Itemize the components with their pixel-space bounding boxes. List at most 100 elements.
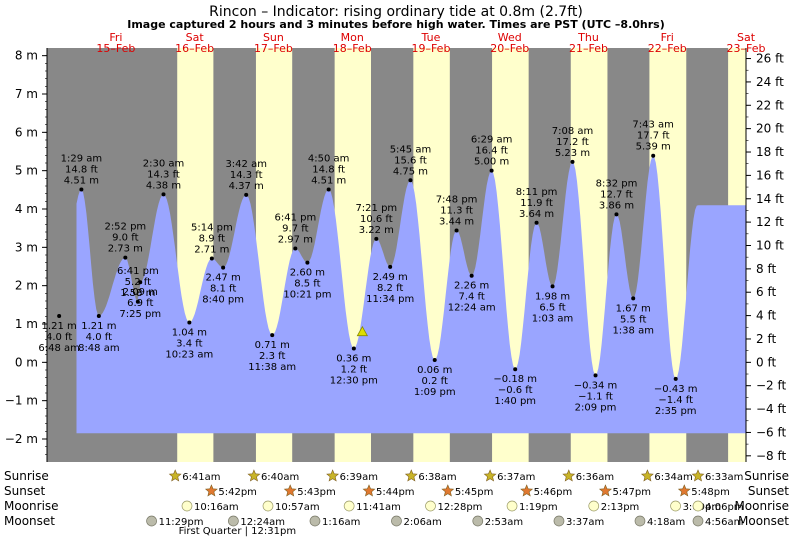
tide-label: 1.67 m: [616, 303, 651, 314]
tide-label: 1:40 pm: [494, 396, 536, 407]
day-date: 23–Feb: [727, 42, 766, 55]
sunrise-icon: [326, 469, 340, 482]
tide-label: 4.75 m: [393, 166, 428, 177]
tide-label: 8:48 am: [78, 343, 120, 354]
tide-point: [673, 376, 678, 381]
tide-label: 8:40 pm: [202, 295, 244, 306]
tide-curve: [76, 156, 746, 434]
tide-label: 6.9 ft: [127, 298, 153, 309]
tide-label: 7:25 pm: [119, 309, 161, 320]
tide-label: 1:03 am: [532, 313, 574, 324]
astro-row-label-right: Sunrise: [744, 469, 789, 483]
astro-event-time: 6:33am: [705, 472, 743, 483]
astro-event-time: 5:42pm: [218, 487, 257, 498]
moonrise-icon: [262, 500, 274, 512]
sunrise-icon: [168, 469, 182, 482]
day-labels: Fri15–FebSat16–FebSun17–FebMon18–FebTue1…: [96, 31, 765, 55]
astro-event-time: 4:18am: [647, 517, 685, 528]
day-name: Sat: [737, 31, 756, 44]
sunrise-icon: [640, 469, 654, 482]
day-name: Fri: [661, 31, 674, 44]
astro-event-time: 10:57am: [275, 502, 320, 513]
astro-event-time: 6:39am: [340, 472, 378, 483]
right-axis-tick-label: 20 ft: [756, 122, 784, 136]
astro-row-label-left: Moonrise: [4, 499, 59, 513]
tide-label: 5.2 ft: [125, 277, 151, 288]
tide-label: 3.86 m: [599, 200, 634, 211]
right-axis-tick-label: 12 ft: [756, 215, 784, 229]
axes: 8 m 7 m 6 m 5 m 4 m 3 m 2 m 1 m 0 m −1 m −2 m 26 ft…: [5, 48, 787, 463]
tide-label: 6:48 am: [38, 343, 80, 354]
tide-point: [244, 192, 249, 197]
tide-label: 0.2 ft: [422, 376, 448, 387]
day-name: Sun: [263, 31, 284, 44]
right-axis-tick-label: 16 ft: [756, 168, 784, 182]
tide-label: 17.2 ft: [556, 137, 589, 148]
tide-label: 6:41 pm: [274, 212, 316, 223]
sunrise-icon: [483, 469, 497, 482]
tide-label: 11.3 ft: [440, 205, 473, 216]
moonset-icon: [692, 515, 704, 527]
tide-label: 9.0 ft: [112, 233, 138, 244]
day-date: 21–Feb: [569, 42, 608, 55]
right-axis-tick-label: 4 ft: [756, 309, 776, 323]
header: Rincon – Indicator: rising ordinary tide…: [127, 4, 664, 31]
tide-point: [209, 256, 214, 261]
sunrise-icon: [247, 469, 261, 482]
sunrise-icon: [562, 469, 576, 482]
tide-label: 14.3 ft: [147, 169, 180, 180]
tide-point: [135, 299, 140, 304]
right-axis-tick-label: 10 ft: [756, 238, 784, 252]
tide-point: [651, 153, 656, 158]
tide-point: [123, 255, 128, 260]
tide-label: 0.36 m: [336, 354, 371, 365]
astro-event-time: 10:16am: [194, 502, 239, 513]
sunset-icon: [362, 484, 376, 497]
tide-label: −1.4 ft: [658, 395, 693, 406]
sunset-icon: [677, 484, 691, 497]
moonrise-icon: [506, 500, 518, 512]
left-axis-tick-label: 6 m: [15, 125, 38, 139]
astro-event-time: 2:53am: [485, 517, 523, 528]
astro-event-time: 6:37am: [497, 472, 535, 483]
tide-label: 1:09 pm: [414, 387, 456, 398]
tide-label: −1.1 ft: [578, 391, 613, 402]
astro-event-time: 5:45pm: [455, 487, 494, 498]
moonset-icon: [472, 515, 484, 527]
astro-event-time: 12:24am: [240, 517, 285, 528]
tide-label: 4.51 m: [311, 175, 346, 186]
tide-label: 3.64 m: [519, 209, 554, 220]
tide-point: [221, 265, 226, 270]
tide-label: 1.04 m: [172, 327, 207, 338]
astro-event-time: 1:19pm: [519, 502, 558, 513]
tide-point: [79, 187, 84, 192]
left-axis-tick-label: 5 m: [15, 164, 38, 178]
astro-event-time: 12:28pm: [438, 502, 483, 513]
astro-event-time: 6:36am: [576, 472, 614, 483]
tide-label: 4.38 m: [146, 180, 181, 191]
day-date: 17–Feb: [254, 42, 293, 55]
moonrise-icon: [181, 500, 193, 512]
moonrise-icon: [425, 500, 436, 512]
tide-label: 1.2 ft: [341, 365, 367, 376]
tide-point: [593, 373, 598, 378]
tide-label: 5.23 m: [555, 148, 590, 159]
tide-point: [161, 192, 166, 197]
tide-label: 17.7 ft: [637, 131, 670, 142]
tide-label: 10:23 am: [165, 349, 213, 360]
tide-label: 12:24 am: [448, 303, 496, 314]
tide-label: 8.1 ft: [210, 284, 236, 295]
tide-point: [534, 220, 539, 225]
left-axis-tick-label: 3 m: [15, 240, 38, 254]
moonrise-icon: [670, 500, 681, 512]
left-axis-tick-label: 8 m: [15, 49, 38, 63]
tide-label: 11:38 am: [248, 362, 296, 373]
tide-label: 2.60 m: [290, 268, 325, 279]
astro-event-time: 1:16am: [322, 517, 360, 528]
tide-label: 10.6 ft: [360, 214, 393, 225]
tide-label: 16.4 ft: [475, 146, 508, 157]
astro-event-time: 4:56am: [705, 517, 743, 528]
tide-point: [351, 346, 356, 351]
